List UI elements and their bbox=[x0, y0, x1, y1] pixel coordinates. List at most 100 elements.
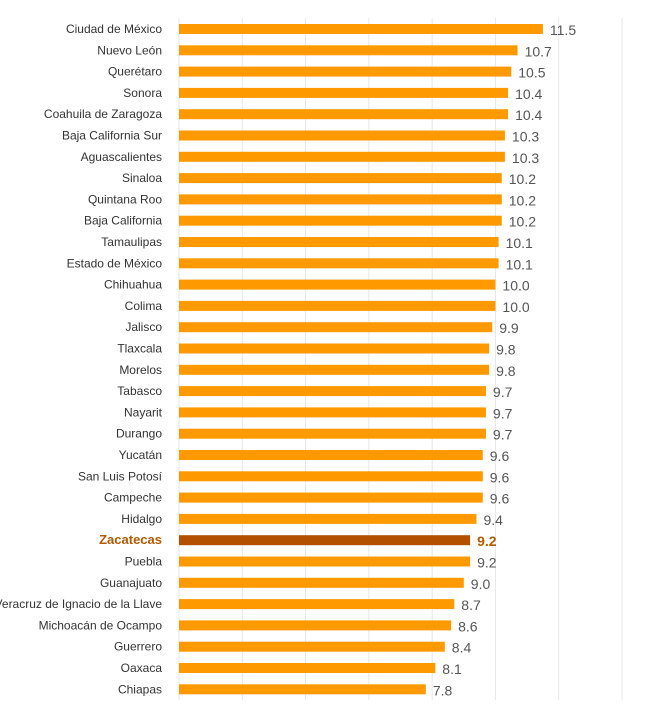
bar-ciudad-de-mexico bbox=[179, 24, 543, 34]
value-label-queretaro: 10.5 bbox=[518, 65, 545, 81]
bar-estado-de-mexico bbox=[179, 258, 499, 269]
value-label-zacatecas: 9.2 bbox=[477, 533, 497, 549]
value-label-campeche: 9.6 bbox=[490, 491, 510, 507]
bar-quintana-roo bbox=[179, 194, 502, 205]
value-label-veracruz-de-ignacio-de-la-llave: 8.7 bbox=[461, 597, 481, 613]
value-label-estado-de-mexico: 10.1 bbox=[506, 256, 533, 272]
value-label-nayarit: 9.7 bbox=[493, 405, 513, 421]
category-label-baja-california-sur: Baja California Sur bbox=[62, 129, 162, 143]
category-label-baja-california: Baja California bbox=[84, 214, 162, 228]
bar-veracruz-de-ignacio-de-la-llave bbox=[179, 599, 455, 610]
bar-chiapas bbox=[179, 684, 426, 695]
category-label-sonora: Sonora bbox=[123, 86, 162, 100]
value-label-jalisco: 9.9 bbox=[499, 320, 519, 336]
bar-tamaulipas bbox=[179, 237, 499, 247]
category-label-chiapas: Chiapas bbox=[118, 682, 162, 696]
value-label-coahuila-de-zaragoza: 10.4 bbox=[515, 107, 542, 123]
category-label-aguascalientes: Aguascalientes bbox=[81, 150, 162, 164]
bar-zacatecas bbox=[179, 535, 471, 546]
bar-jalisco bbox=[179, 322, 493, 333]
bar-guerrero bbox=[179, 641, 445, 652]
value-label-guerrero: 8.4 bbox=[452, 640, 472, 656]
value-label-san-luis-potosi: 9.6 bbox=[490, 469, 510, 485]
bar-durango bbox=[179, 428, 486, 439]
value-label-puebla: 9.2 bbox=[477, 555, 497, 571]
value-label-durango: 9.7 bbox=[493, 427, 513, 443]
category-label-oaxaca: Oaxaca bbox=[121, 661, 163, 675]
category-label-campeche: Campeche bbox=[104, 491, 162, 505]
category-label-coahuila-de-zaragoza: Coahuila de Zaragoza bbox=[44, 107, 162, 121]
bar-chihuahua bbox=[179, 279, 496, 290]
category-label-estado-de-mexico: Estado de México bbox=[67, 256, 163, 270]
category-label-puebla: Puebla bbox=[125, 555, 163, 569]
category-label-michoacan-de-ocampo: Michoacán de Ocampo bbox=[39, 618, 163, 632]
bar-nuevo-leon bbox=[179, 45, 518, 56]
bar-sonora bbox=[179, 87, 509, 98]
bar-tlaxcala bbox=[179, 343, 490, 354]
category-label-zacatecas: Zacatecas bbox=[99, 532, 162, 547]
value-label-oaxaca: 8.1 bbox=[442, 661, 462, 677]
bar-puebla bbox=[179, 556, 471, 567]
value-label-hidalgo: 9.4 bbox=[483, 512, 503, 528]
bar-campeche bbox=[179, 492, 483, 503]
category-label-jalisco: Jalisco bbox=[125, 320, 162, 334]
bar-aguascalientes bbox=[179, 151, 505, 162]
category-label-chihuahua: Chihuahua bbox=[104, 278, 162, 292]
category-label-nuevo-leon: Nuevo León bbox=[97, 43, 162, 57]
value-label-aguascalientes: 10.3 bbox=[512, 150, 539, 166]
value-label-sinaloa: 10.2 bbox=[509, 171, 536, 187]
category-label-morelos: Morelos bbox=[119, 363, 162, 377]
value-label-chiapas: 7.8 bbox=[433, 682, 453, 698]
bar-oaxaca bbox=[179, 663, 436, 673]
category-label-guerrero: Guerrero bbox=[114, 640, 162, 654]
bar-san-luis-potosi bbox=[179, 471, 483, 482]
category-labels: Ciudad de México Nuevo León Querétaro Sonor… bbox=[0, 22, 163, 696]
category-label-nayarit: Nayarit bbox=[124, 405, 163, 419]
category-label-veracruz-de-ignacio-de-la-llave: Veracruz de Ignacio de la Llave bbox=[0, 597, 162, 611]
bar-baja-california bbox=[179, 215, 502, 226]
category-label-colima: Colima bbox=[125, 299, 163, 313]
category-label-tabasco: Tabasco bbox=[117, 384, 162, 398]
category-label-hidalgo: Hidalgo bbox=[121, 512, 162, 526]
value-label-colima: 10.0 bbox=[502, 299, 529, 315]
category-label-tlaxcala: Tlaxcala bbox=[117, 342, 162, 356]
value-label-nuevo-leon: 10.7 bbox=[525, 43, 552, 59]
value-label-baja-california: 10.2 bbox=[509, 214, 536, 230]
bar-michoacan-de-ocampo bbox=[179, 620, 452, 631]
value-label-sonora: 10.4 bbox=[515, 86, 542, 102]
bar-colima bbox=[179, 300, 496, 311]
value-labels: 11.5 10.7 10.5 10.4 10.4 10.3 10.3 10.2 10.2 10.2… bbox=[433, 22, 577, 698]
bar-hidalgo bbox=[179, 513, 477, 524]
gridlines bbox=[178, 18, 623, 700]
value-label-chihuahua: 10.0 bbox=[502, 278, 529, 294]
category-label-yucatan: Yucatán bbox=[119, 448, 162, 462]
bar-tabasco bbox=[179, 386, 486, 397]
value-label-tlaxcala: 9.8 bbox=[496, 342, 516, 358]
value-label-quintana-roo: 10.2 bbox=[509, 192, 536, 208]
category-label-guanajuato: Guanajuato bbox=[100, 576, 162, 590]
bar-coahuila-de-zaragoza bbox=[179, 109, 509, 120]
bar-yucatan bbox=[179, 450, 483, 460]
category-label-tamaulipas: Tamaulipas bbox=[101, 235, 162, 249]
value-label-yucatan: 9.6 bbox=[490, 448, 510, 464]
value-label-michoacan-de-ocampo: 8.6 bbox=[458, 618, 478, 634]
category-label-san-luis-potosi: San Luis Potosí bbox=[78, 469, 163, 483]
bar-guanajuato bbox=[179, 577, 464, 588]
value-label-guanajuato: 9.0 bbox=[471, 576, 491, 592]
category-label-quintana-roo: Quintana Roo bbox=[88, 192, 162, 206]
category-label-queretaro: Querétaro bbox=[108, 65, 162, 79]
value-label-tamaulipas: 10.1 bbox=[506, 235, 533, 251]
category-label-durango: Durango bbox=[116, 427, 162, 441]
bar-nayarit bbox=[179, 407, 486, 418]
bars bbox=[179, 24, 543, 695]
value-label-tabasco: 9.7 bbox=[493, 384, 513, 400]
value-label-baja-california-sur: 10.3 bbox=[512, 129, 539, 145]
bar-queretaro bbox=[179, 66, 512, 77]
value-label-morelos: 9.8 bbox=[496, 363, 516, 379]
value-label-ciudad-de-mexico: 11.5 bbox=[550, 22, 576, 38]
bar-baja-california-sur bbox=[179, 130, 505, 141]
bar-sinaloa bbox=[179, 173, 502, 184]
bar-morelos bbox=[179, 364, 490, 375]
category-label-ciudad-de-mexico: Ciudad de México bbox=[66, 22, 162, 36]
